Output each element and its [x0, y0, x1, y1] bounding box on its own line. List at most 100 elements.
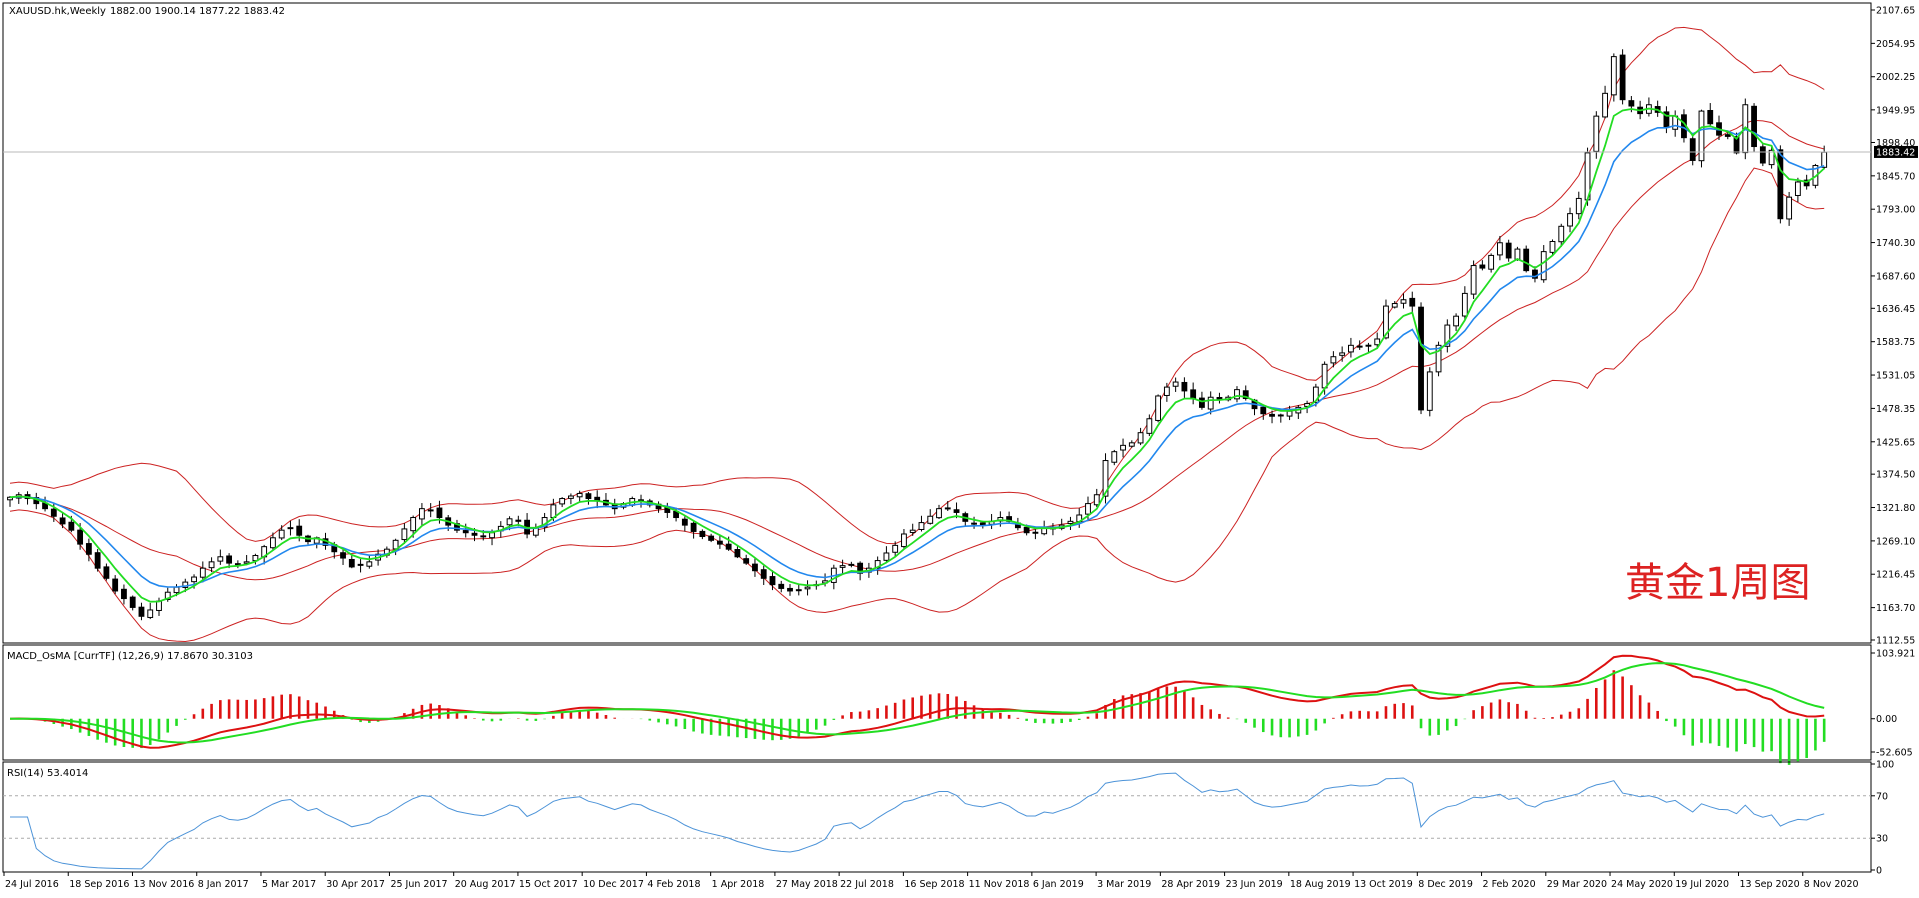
price-tick-label: 2054.95 [1876, 39, 1915, 50]
candle [1137, 427, 1144, 446]
candle [1488, 253, 1495, 273]
candle [769, 570, 776, 591]
time-tick-label: 6 Jan 2019 [1033, 879, 1084, 890]
time-tick-label: 16 Sep 2018 [904, 879, 964, 890]
candle-body [883, 552, 890, 561]
candle [909, 523, 916, 536]
time-tick-label: 20 Aug 2017 [455, 879, 516, 890]
candle [760, 565, 767, 585]
candle-body [182, 581, 189, 588]
candle [243, 555, 250, 566]
candle [366, 554, 373, 569]
candle [427, 503, 434, 518]
candle-body [1593, 115, 1600, 152]
candle-body [103, 566, 110, 579]
price-tick-label: 1112.55 [1876, 636, 1915, 647]
price-tick-label: 1269.10 [1876, 536, 1915, 547]
candle [716, 535, 723, 549]
candle-body [1234, 389, 1240, 400]
candle [1619, 49, 1626, 105]
moving-averages [9, 107, 1825, 603]
candle [699, 529, 706, 540]
candle-body [348, 558, 355, 568]
candle [690, 521, 697, 539]
candle-body [1181, 381, 1188, 392]
candle-body [1575, 197, 1582, 215]
macd-tick-label: 0.00 [1876, 714, 1897, 725]
candle-body [1426, 371, 1433, 411]
candle [1339, 346, 1346, 362]
rsi-pane: RSI(14) 53.4014 [2, 761, 1872, 873]
time-tick-label: 13 Nov 2016 [133, 879, 194, 890]
candle [1418, 302, 1424, 415]
macd-tick-label: -52.605 [1876, 748, 1913, 759]
candle [1733, 132, 1740, 155]
macd-line [9, 654, 1825, 749]
candle-body [1759, 146, 1766, 164]
candle [1540, 245, 1547, 283]
candle [559, 497, 566, 508]
candle [1242, 385, 1249, 401]
time-tick-label: 27 May 2018 [776, 879, 838, 890]
candle-body [1435, 344, 1442, 373]
main-pane: XAUUSD.hk,Weekly 1882.00 1900.14 1877.22… [2, 2, 1872, 644]
candle-body [585, 493, 592, 500]
time-tick-label: 13 Sep 2020 [1740, 879, 1800, 890]
candle-body [699, 530, 706, 538]
candle-body [716, 540, 723, 545]
candle-body [1269, 413, 1275, 417]
candle-body [848, 563, 855, 566]
time-tick-label: 24 May 2020 [1611, 879, 1673, 890]
candle [681, 516, 688, 532]
candle-body [173, 586, 180, 594]
candle-body [1400, 299, 1407, 304]
ohlc-readout: 1882.00 1900.14 1877.22 1883.42 [110, 6, 285, 17]
time-tick-label: 2 Feb 2020 [1483, 879, 1536, 890]
candle [1163, 382, 1170, 402]
current-price-tag [1874, 145, 1918, 158]
candle-body [971, 522, 977, 525]
candle-body [1207, 396, 1214, 410]
candle-body [1312, 386, 1319, 403]
candle-body [1102, 460, 1109, 497]
macd-pane: MACD_OsMA [CurrTF] (12,26,9) 17.8670 30.… [2, 644, 1872, 765]
candle [103, 563, 110, 581]
candle-body [743, 558, 750, 564]
main-pane-title: XAUUSD.hk,Weekly [9, 6, 106, 17]
candle-body [1444, 324, 1451, 347]
candle [1768, 146, 1775, 169]
candle [1479, 260, 1486, 271]
candle [1689, 133, 1696, 166]
rsi-pane-title: RSI(14) 53.4014 [7, 768, 88, 779]
candle-body [199, 567, 206, 578]
candle-body [1199, 397, 1205, 408]
candle [147, 602, 154, 620]
candle [848, 561, 855, 568]
price-tick-label: 1478.35 [1876, 404, 1915, 415]
candle-body [1488, 254, 1495, 270]
rsi-line [10, 772, 1825, 870]
candle-body [1698, 110, 1705, 162]
candle-body [1514, 248, 1521, 260]
candle-body [927, 515, 934, 524]
candle [401, 523, 408, 544]
rsi-tick-label: 0 [1876, 866, 1882, 877]
candle-body [357, 563, 364, 566]
candle-body [1067, 520, 1074, 525]
candle [734, 546, 741, 559]
candle-body [909, 529, 916, 533]
candle [927, 509, 934, 525]
rsi-levels [3, 795, 1871, 839]
candle [1348, 337, 1354, 358]
candle-body [1786, 196, 1793, 220]
candle-body [804, 586, 811, 590]
candle [287, 520, 294, 536]
candle-body [1409, 297, 1416, 307]
price-tick-label: 2107.65 [1876, 6, 1915, 17]
candle [1374, 332, 1381, 349]
candle-body [1532, 269, 1538, 279]
candle-body [1348, 344, 1354, 353]
candle-body [462, 530, 469, 534]
candle [1128, 440, 1135, 448]
candle-body [234, 563, 241, 566]
